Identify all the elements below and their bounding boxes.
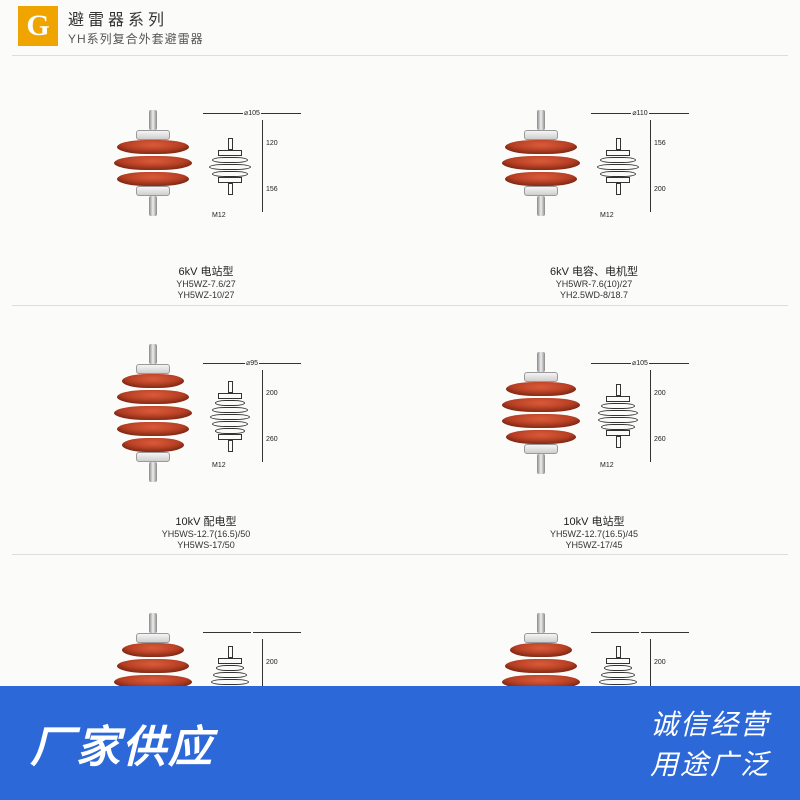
product-title: 6kV 电容、电机型 <box>550 266 638 279</box>
dim-top: ⌀105 <box>590 356 690 370</box>
promo-main: 厂家供应 <box>30 711 214 775</box>
header: G 避雷器系列 YH系列复合外套避雷器 <box>0 0 800 51</box>
promo-bar: 厂家供应 诚信经营 用途广泛 <box>0 686 800 800</box>
dim-height: 120 <box>266 140 302 147</box>
dim-height: 200 <box>266 390 302 397</box>
promo-line2: 用途广泛 <box>650 743 770 783</box>
catalog-page: G 避雷器系列 YH系列复合外套避雷器 ⌀105 120 156 M12 6kV 电站型… <box>0 0 800 800</box>
dim-top: ⌀110 <box>590 106 690 120</box>
header-text: 避雷器系列 YH系列复合外套避雷器 <box>68 6 204 47</box>
arrester-photo <box>110 344 196 482</box>
dim-height: 200 <box>266 659 302 666</box>
product-pair: ⌀105 200 260 M12 <box>400 314 788 512</box>
product-cell: ⌀105 120 156 M12 6kV 电站型YH5WZ-7.6/27YH5WZ-10… <box>12 64 400 301</box>
product-pair: ⌀95 200 260 M12 <box>12 314 400 512</box>
product-title: 10kV 配电型 <box>162 516 251 529</box>
brand-logo: G <box>18 6 58 46</box>
product-caption: 10kV 配电型YH5WS-12.7(16.5)/50YH5WS-17/50 <box>162 516 251 551</box>
promo-right: 诚信经营 用途广泛 <box>650 703 770 783</box>
series-title: 避雷器系列 <box>68 6 204 30</box>
product-models: YH5WS-12.7(16.5)/50YH5WS-17/50 <box>162 529 251 551</box>
tech-drawing: ⌀105 200 260 M12 <box>590 356 690 469</box>
dim-height: 156 <box>654 140 690 147</box>
tech-drawing: ⌀110 156 200 M12 <box>590 106 690 219</box>
dim-height: 260 <box>654 436 690 443</box>
product-row: ⌀95 200 260 M12 10kV 配电型YH5WS-12.7(16.5)/50Y… <box>12 305 788 551</box>
product-caption: 10kV 电站型YH5WZ-12.7(16.5)/45YH5WZ-17/45 <box>550 516 638 551</box>
dim-height: 260 <box>266 436 302 443</box>
product-title: 6kV 电站型 <box>176 266 236 279</box>
bolt-spec: M12 <box>212 212 226 219</box>
bolt-spec: M12 <box>600 212 614 219</box>
dim-height: 200 <box>654 186 690 193</box>
promo-line1: 诚信经营 <box>650 703 770 743</box>
arrester-photo <box>498 110 584 216</box>
dim-top <box>590 625 690 639</box>
arrester-photo <box>498 352 584 474</box>
bolt-spec: M12 <box>600 462 614 469</box>
tech-drawing: ⌀105 120 156 M12 <box>202 106 302 219</box>
product-models: YH5WZ-7.6/27YH5WZ-10/27 <box>176 279 236 301</box>
product-cell: ⌀110 156 200 M12 6kV 电容、电机型YH5WR-7.6(10)/27Y… <box>400 64 788 301</box>
dim-top <box>202 625 302 639</box>
product-row: ⌀105 120 156 M12 6kV 电站型YH5WZ-7.6/27YH5WZ-10… <box>12 55 788 301</box>
product-caption: 6kV 电站型YH5WZ-7.6/27YH5WZ-10/27 <box>176 266 236 301</box>
product-models: YH5WR-7.6(10)/27YH2.5WD-8/18.7 <box>550 279 638 301</box>
dim-height: 156 <box>266 186 302 193</box>
product-models: YH5WZ-12.7(16.5)/45YH5WZ-17/45 <box>550 529 638 551</box>
product-cell: ⌀105 200 260 M12 10kV 电站型YH5WZ-12.7(16.5)/45… <box>400 314 788 551</box>
tech-drawing: ⌀95 200 260 M12 <box>202 356 302 469</box>
product-title: 10kV 电站型 <box>550 516 638 529</box>
dim-top: ⌀95 <box>202 356 302 370</box>
dim-height: 200 <box>654 659 690 666</box>
bolt-spec: M12 <box>212 462 226 469</box>
arrester-photo <box>110 110 196 216</box>
product-cell: ⌀95 200 260 M12 10kV 配电型YH5WS-12.7(16.5)/50Y… <box>12 314 400 551</box>
product-pair: ⌀105 120 156 M12 <box>12 64 400 262</box>
dim-top: ⌀105 <box>202 106 302 120</box>
series-subtitle: YH系列复合外套避雷器 <box>68 30 204 47</box>
product-caption: 6kV 电容、电机型YH5WR-7.6(10)/27YH2.5WD-8/18.7 <box>550 266 638 301</box>
dim-height: 200 <box>654 390 690 397</box>
product-pair: ⌀110 156 200 M12 <box>400 64 788 262</box>
